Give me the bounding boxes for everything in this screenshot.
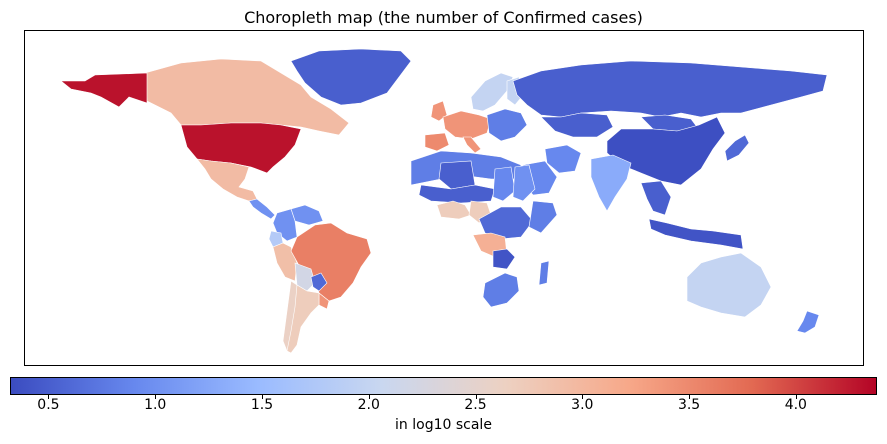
region-russia <box>512 60 828 118</box>
colorbar-tick <box>475 395 477 399</box>
region-algeria <box>438 160 476 190</box>
colorbar-tick-label: 1.5 <box>250 397 274 413</box>
region-italy <box>462 136 482 154</box>
region-zambia <box>492 248 516 270</box>
colorbar-tick <box>48 395 50 399</box>
colorbar-tick <box>261 395 263 399</box>
colorbar-tick-label: 3.5 <box>677 397 701 413</box>
region-argentina <box>286 284 320 354</box>
colorbar-tick-label: 1.0 <box>144 397 167 413</box>
colorbar-label: in log10 scale <box>395 417 492 433</box>
region-australia <box>686 252 772 318</box>
region-venezuela <box>290 204 324 226</box>
region-india <box>590 154 632 212</box>
region-iran <box>544 144 582 174</box>
colorbar-tick-label: 2.5 <box>464 397 487 413</box>
colorbar-tick <box>368 395 370 399</box>
region-new-zealand <box>796 310 820 334</box>
region-central-america <box>248 198 276 220</box>
colorbar-tick-label: 0.5 <box>37 397 60 413</box>
colorbar-tick <box>795 395 797 399</box>
colorbar <box>10 377 877 395</box>
region-spain <box>424 132 450 152</box>
region-chad <box>492 166 516 202</box>
region-eastern-europe <box>486 108 528 142</box>
region-west-africa <box>436 200 472 220</box>
colorbar-tick-label: 3.0 <box>571 397 594 413</box>
region-alaska <box>60 72 148 108</box>
colorbar-tick-label: 2.0 <box>357 397 380 413</box>
region-indonesia <box>648 218 744 250</box>
region-kazakhstan <box>540 112 614 138</box>
region-sudan <box>512 164 536 202</box>
region-madagascar <box>538 260 550 286</box>
region-sahel <box>418 184 496 204</box>
region-paraguay <box>310 272 328 292</box>
colorbar-tick <box>582 395 584 399</box>
colorbar-tick-label: 4.0 <box>784 397 807 413</box>
map-frame <box>24 30 864 366</box>
region-japan <box>724 134 750 162</box>
region-greenland <box>290 48 412 106</box>
region-south-africa <box>482 272 520 308</box>
region-bolivia <box>294 262 316 292</box>
region-western-europe <box>442 110 492 140</box>
colorbar-tick <box>689 395 691 399</box>
region-mexico <box>196 158 258 202</box>
map-title: Choropleth map (the number of Confirmed … <box>244 8 643 27</box>
colorbar-tick <box>155 395 157 399</box>
world-map <box>60 48 828 354</box>
region-east-africa <box>528 200 558 234</box>
region-southeast-asia <box>640 180 672 216</box>
